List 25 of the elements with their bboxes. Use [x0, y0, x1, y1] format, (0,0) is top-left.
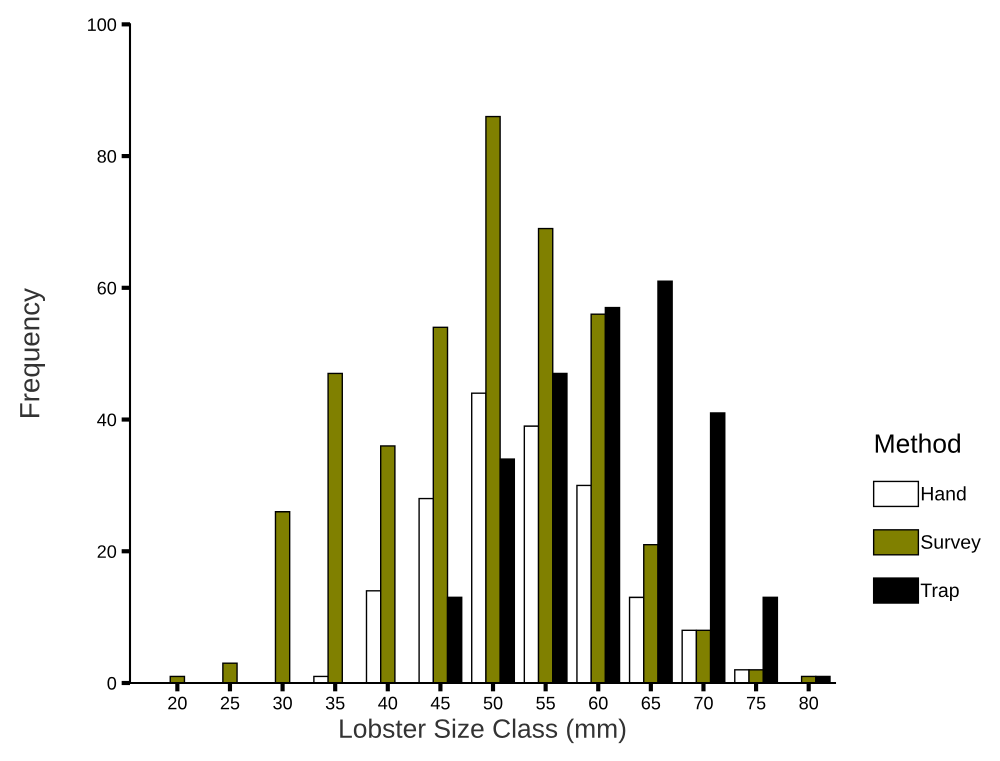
x-tick-label: 40 [378, 696, 398, 710]
x-tick-label: 30 [273, 696, 292, 710]
y-tick-label: 40 [97, 413, 116, 426]
y-tick-label: 100 [88, 18, 116, 32]
y-tick-label: 80 [98, 150, 116, 163]
y-axis-title: Frequency [20, 288, 46, 418]
x-tick-label: 35 [326, 696, 344, 710]
x-axis-title: Lobster Size Class (mm) [340, 718, 626, 744]
legend-label: Hand [922, 486, 966, 501]
x-tick-label: 55 [536, 696, 555, 710]
x-tick-label: 70 [694, 696, 713, 710]
x-tick-label: 25 [220, 696, 240, 710]
legend-label: Survey [921, 535, 981, 553]
y-tick-label: 0 [107, 676, 116, 690]
x-tick-label: 20 [168, 696, 187, 710]
y-tick-label: 60 [98, 282, 116, 295]
legend-label: Trap [920, 584, 959, 602]
legend-title: Method [876, 434, 960, 453]
x-tick-label: 65 [642, 696, 660, 710]
x-tick-label: 80 [799, 696, 818, 710]
x-tick-label: 75 [746, 696, 766, 710]
x-tick-label: 50 [484, 696, 502, 710]
y-tick-label: 20 [98, 545, 116, 558]
x-tick-label: 45 [430, 696, 450, 710]
x-tick-label: 60 [589, 696, 608, 710]
